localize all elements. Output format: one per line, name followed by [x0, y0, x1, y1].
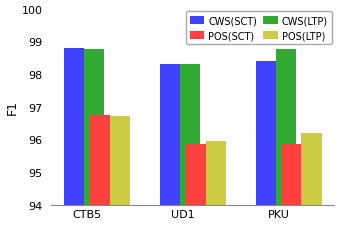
Bar: [282, 144, 302, 225]
Bar: [302, 133, 322, 225]
Bar: [84, 50, 104, 225]
Bar: [90, 115, 110, 225]
Y-axis label: F1: F1: [5, 100, 19, 115]
Bar: [110, 117, 130, 225]
Bar: [256, 62, 276, 225]
Bar: [206, 141, 226, 225]
Bar: [160, 65, 180, 225]
Bar: [180, 65, 200, 225]
Bar: [186, 144, 206, 225]
Bar: [64, 49, 84, 225]
Bar: [276, 50, 296, 225]
Legend: CWS(SCT), POS(SCT), CWS(LTP), POS(LTP): CWS(SCT), POS(SCT), CWS(LTP), POS(LTP): [186, 12, 332, 45]
